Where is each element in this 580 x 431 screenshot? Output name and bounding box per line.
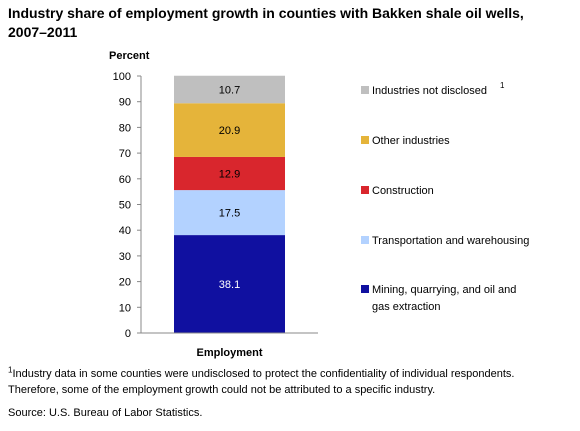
data-label: 10.7 <box>219 84 240 96</box>
legend-label: Transportation and warehousing <box>372 235 529 247</box>
chart-title: Industry share of employment growth in c… <box>8 4 568 42</box>
stacked-bar-chart: Percent 0 10 20 30 40 50 60 70 80 90 100 38.1 17.5 1… <box>109 50 529 359</box>
legend-label: Other industries <box>372 135 450 147</box>
y-tick-label: 70 <box>119 148 131 160</box>
data-label: 20.9 <box>219 125 240 137</box>
y-tick-label: 60 <box>119 174 131 186</box>
data-label: 12.9 <box>219 169 240 181</box>
legend-swatch <box>361 136 369 144</box>
legend-footnote-mark: 1 <box>500 81 505 90</box>
chart-title-line1: Industry share of employment growth in c… <box>8 5 524 21</box>
legend-label: Mining, quarrying, and oil and <box>372 284 516 296</box>
data-label: 17.5 <box>219 208 240 220</box>
legend-swatch <box>361 236 369 244</box>
bar-segment <box>174 235 285 333</box>
y-tick-label: 10 <box>119 302 131 314</box>
y-tick-label: 30 <box>119 251 131 263</box>
bar-segment <box>174 75 285 104</box>
y-tick-label: 40 <box>119 225 131 237</box>
y-tick-label: 50 <box>119 200 131 212</box>
source-note: Source: U.S. Bureau of Labor Statistics. <box>8 407 203 419</box>
legend-swatch <box>361 285 369 293</box>
bar-segment <box>174 190 285 236</box>
legend-swatch <box>361 86 369 94</box>
y-tick-label: 90 <box>119 97 131 109</box>
footnote-line2: Therefore, some of the employment growth… <box>8 384 436 396</box>
legend-label: Industries not disclosed <box>372 85 487 97</box>
footnote-text-line1: Industry data in some counties were undi… <box>12 368 515 380</box>
y-tick-label: 20 <box>119 277 131 289</box>
x-axis: Employment <box>141 332 318 359</box>
legend: Industries not disclosed 1 Other industrie… <box>361 81 529 313</box>
x-tick-label: Employment <box>196 347 262 359</box>
y-tick-label: 80 <box>119 122 131 134</box>
bar-segment <box>174 156 285 191</box>
footnote-line1: 1Industry data in some counties were und… <box>8 366 568 382</box>
y-axis-label: Percent <box>109 50 150 62</box>
chart-title-line2: 2007–2011 <box>8 24 78 40</box>
y-tick-label: 100 <box>113 71 131 83</box>
legend-swatch <box>361 186 369 194</box>
bar-segments: 38.1 17.5 12.9 20.9 10.7 <box>174 75 285 333</box>
y-axis: 0 10 20 30 40 50 60 70 80 90 100 <box>113 71 142 340</box>
data-label: 38.1 <box>219 279 240 291</box>
y-tick-label: 0 <box>125 328 131 340</box>
legend-label: Construction <box>372 185 434 197</box>
legend-label: gas extraction <box>372 301 440 313</box>
footnote-mark: 1 <box>8 365 13 375</box>
footnote: 1Industry data in some counties were und… <box>8 366 568 398</box>
bar-segment <box>174 103 285 157</box>
